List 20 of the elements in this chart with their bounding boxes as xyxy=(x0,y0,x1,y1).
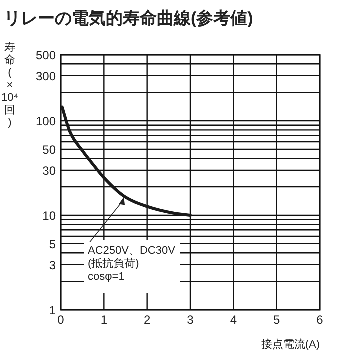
x-tick-label: 0 xyxy=(58,313,65,327)
y-tick-label: 50 xyxy=(42,142,56,157)
x-tick-label: 5 xyxy=(273,313,280,327)
y-tick-label: 100 xyxy=(36,114,56,129)
x-tick-label: 3 xyxy=(187,313,194,327)
y-tick-label: 500 xyxy=(36,48,56,62)
annotation: AC250V、DC30V (抵抗負荷) cosφ=1 xyxy=(88,245,176,284)
y-tick-label: 300 xyxy=(36,69,56,84)
x-tick-label: 6 xyxy=(316,313,324,327)
chart-title: リレーの電気的寿命曲線(参考値) xyxy=(4,9,254,28)
x-tick-label: 4 xyxy=(230,313,238,327)
y-tick-label: 5 xyxy=(49,237,56,252)
y-tick-label: 1 xyxy=(49,304,56,318)
y-tick-label: 30 xyxy=(42,164,56,178)
y-tick-label: 3 xyxy=(49,258,56,272)
x-tick-label: 1 xyxy=(100,313,108,327)
y-axis-title: 寿命(×10⁴回) xyxy=(2,42,19,129)
y-tick-label: 10 xyxy=(42,209,56,224)
x-tick-label: 2 xyxy=(144,313,151,327)
x-axis-title: 接点電流(A) xyxy=(261,338,320,351)
